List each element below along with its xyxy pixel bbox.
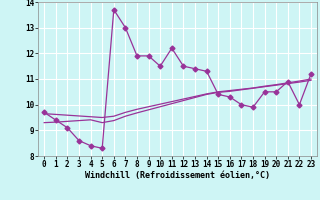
X-axis label: Windchill (Refroidissement éolien,°C): Windchill (Refroidissement éolien,°C) — [85, 171, 270, 180]
